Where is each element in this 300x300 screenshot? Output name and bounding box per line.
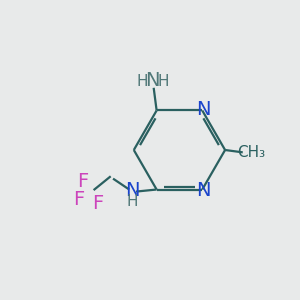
Text: N: N — [125, 181, 140, 200]
Text: F: F — [73, 190, 84, 209]
Text: H: H — [158, 74, 169, 88]
Text: N: N — [196, 100, 210, 119]
Text: N: N — [145, 70, 160, 90]
Text: F: F — [92, 194, 104, 213]
Text: N: N — [196, 181, 210, 200]
Text: H: H — [126, 194, 138, 209]
Text: F: F — [77, 172, 88, 191]
Text: CH₃: CH₃ — [237, 146, 265, 160]
Text: H: H — [136, 74, 148, 88]
